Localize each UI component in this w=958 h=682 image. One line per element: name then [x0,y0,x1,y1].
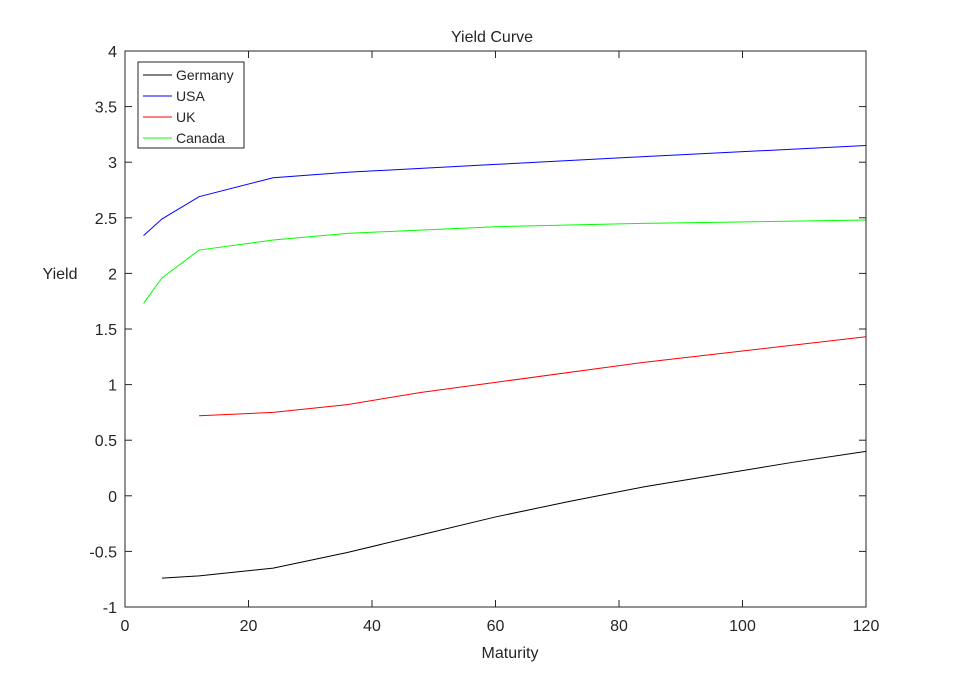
legend-label-canada: Canada [176,130,225,146]
y-tick-label: 3 [108,155,117,172]
x-axis-label: Maturity [482,645,539,662]
x-tick-label: 80 [610,618,628,635]
legend-label-uk: UK [176,109,196,125]
y-tick-label: 1 [108,378,117,395]
y-axis-label: Yield [43,266,78,283]
series-line-usa [143,145,867,236]
series-line-germany [162,450,867,579]
x-tick-label: 60 [487,618,505,635]
legend-box [137,61,245,149]
y-tick-label: -0.5 [89,544,117,561]
y-tick-label: -1 [103,600,117,617]
y-tick-label: 0.5 [95,433,117,450]
y-tick-label: 1.5 [95,322,117,339]
legend-label-germany: Germany [176,67,234,83]
series-layer [143,145,867,579]
series-line-canada [143,219,867,304]
y-tick-label: 4 [108,44,117,61]
y-tick-label: 3.5 [95,100,117,117]
y-tick-label: 2 [108,266,117,283]
x-tick-label: 20 [240,618,258,635]
legend-label-usa: USA [176,88,205,104]
series-line-uk [199,336,867,417]
plot-area [125,51,866,607]
x-axis-ticks: 0 20 40 60 80 100 120 [121,51,880,635]
y-axis-ticks: -1 -0.5 0 0.5 1 1.5 2 2.5 3 3.5 4 [89,44,866,617]
legend: Germany USA UK Canada [137,61,245,149]
x-tick-label: 0 [121,618,130,635]
x-tick-label: 100 [729,618,756,635]
y-tick-label: 0 [108,489,117,506]
x-tick-label: 40 [363,618,381,635]
y-tick-label: 2.5 [95,211,117,228]
chart-title: Yield Curve [451,29,533,46]
x-tick-label: 120 [853,618,880,635]
